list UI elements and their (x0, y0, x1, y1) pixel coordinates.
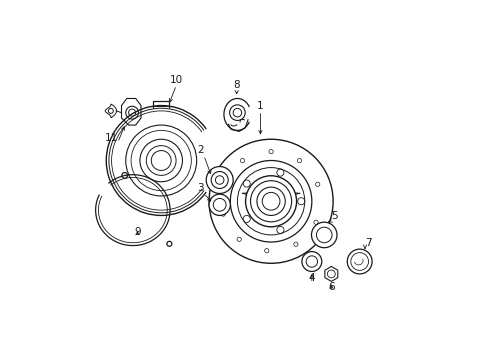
Circle shape (209, 194, 230, 215)
Text: 2: 2 (197, 145, 203, 155)
Text: 8: 8 (233, 80, 240, 90)
Text: 3: 3 (197, 184, 203, 193)
Circle shape (311, 222, 336, 248)
Circle shape (256, 187, 285, 215)
Circle shape (125, 125, 196, 196)
Polygon shape (324, 266, 337, 282)
Text: 5: 5 (331, 211, 337, 221)
Text: 6: 6 (327, 282, 334, 292)
Circle shape (346, 249, 371, 274)
Circle shape (245, 176, 296, 227)
Circle shape (301, 252, 321, 271)
Circle shape (209, 139, 332, 263)
Text: 1: 1 (257, 101, 263, 111)
Circle shape (140, 139, 182, 182)
Text: 7: 7 (364, 238, 371, 248)
Text: 10: 10 (169, 75, 183, 85)
Text: 11: 11 (104, 133, 118, 143)
Circle shape (151, 150, 171, 170)
Text: 9: 9 (134, 228, 141, 238)
Circle shape (206, 167, 233, 193)
Text: 4: 4 (308, 274, 314, 283)
Circle shape (230, 161, 311, 242)
